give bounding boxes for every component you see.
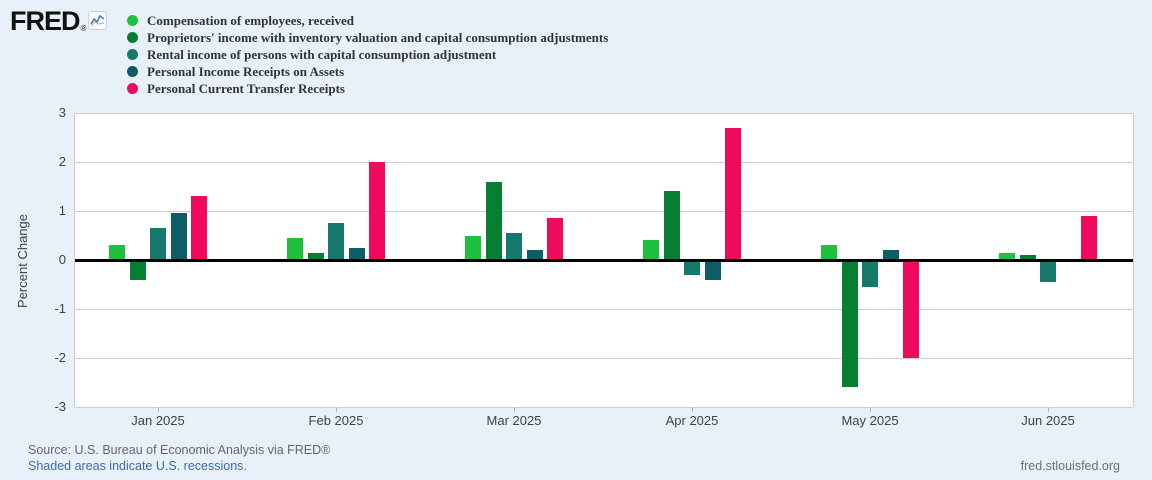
- legend-swatch-icon: [127, 15, 138, 26]
- fred-site-link[interactable]: fred.stlouisfed.org: [1020, 459, 1120, 473]
- legend-label: Rental income of persons with capital co…: [147, 46, 497, 62]
- x-axis-tick: [692, 407, 693, 412]
- y-axis-tick-label: 3: [58, 105, 66, 120]
- x-axis-tick: [870, 407, 871, 412]
- bar-2-may: [841, 260, 858, 388]
- plot-border-right: [1133, 113, 1134, 407]
- bar-4-feb: [348, 247, 365, 260]
- bar-1-may: [821, 245, 837, 260]
- gridline: [75, 161, 1133, 163]
- fred-logo-text: FRED: [10, 6, 80, 36]
- bar-1-apr: [643, 240, 659, 260]
- bar-1-mar: [465, 235, 481, 260]
- x-axis-tick: [514, 407, 515, 412]
- bar-4-apr: [704, 260, 721, 280]
- legend-swatch-icon: [127, 49, 138, 60]
- y-axis-tick-label: -3: [54, 399, 66, 414]
- y-axis-tick-label: -2: [54, 350, 66, 365]
- bar-3-mar: [506, 233, 522, 260]
- legend-item: Rental income of persons with capital co…: [127, 46, 608, 63]
- legend-label: Proprietors' income with inventory valua…: [147, 29, 609, 45]
- legend-label: Compensation of employees, received: [147, 12, 355, 28]
- source-text: Source: U.S. Bureau of Economic Analysis…: [28, 443, 331, 457]
- legend-item: Proprietors' income with inventory valua…: [127, 29, 608, 46]
- x-axis-label: Jan 2025: [131, 413, 185, 428]
- legend-item: Compensation of employees, received: [127, 12, 608, 29]
- x-axis-label: Mar 2025: [486, 413, 542, 428]
- bar-5-feb: [369, 162, 385, 260]
- fred-logo-chart-icon: [88, 11, 108, 30]
- y-axis-title: Percent Change: [14, 214, 30, 308]
- bar-1-jun: [999, 252, 1015, 260]
- bar-5-apr: [725, 127, 741, 260]
- legend-swatch-icon: [127, 66, 138, 77]
- gridline: [75, 112, 1133, 114]
- recession-note-link[interactable]: Shaded areas indicate U.S. recessions.: [28, 459, 247, 473]
- x-axis-label: Jun 2025: [1021, 413, 1075, 428]
- legend-swatch-icon: [127, 32, 138, 43]
- legend-item: Personal Current Transfer Receipts: [127, 80, 608, 97]
- bar-4-mar: [526, 250, 543, 260]
- bar-2-jan: [129, 260, 146, 280]
- bar-3-jun: [1040, 260, 1056, 283]
- bar-5-may: [903, 260, 919, 358]
- gridline: [75, 406, 1133, 408]
- bar-2-apr: [663, 191, 680, 260]
- bar-3-feb: [328, 223, 344, 260]
- bar-1-jan: [109, 245, 125, 260]
- bar-1-feb: [287, 237, 303, 260]
- bar-3-may: [862, 260, 878, 287]
- legend-item: Personal Income Receipts on Assets: [127, 63, 608, 80]
- y-axis-tick-label: 0: [58, 252, 66, 267]
- registered-mark: ®: [80, 24, 87, 33]
- y-axis-tick-label: -1: [54, 301, 66, 316]
- x-axis-label: Apr 2025: [665, 413, 719, 428]
- bar-2-mar: [485, 181, 502, 260]
- legend-label: Personal Income Receipts on Assets: [147, 63, 345, 79]
- plot-border-left: [74, 113, 75, 407]
- bar-5-jan: [191, 196, 207, 260]
- bar-5-mar: [547, 218, 563, 260]
- fred-logo: FRED ®: [10, 6, 108, 36]
- bar-3-jan: [150, 228, 166, 260]
- gridline: [75, 357, 1133, 359]
- x-axis-label: May 2025: [841, 413, 899, 428]
- legend-swatch-icon: [127, 83, 138, 94]
- y-axis-tick-label: 1: [58, 203, 66, 218]
- zero-axis-line: [75, 258, 1133, 262]
- x-axis-label: Feb 2025: [308, 413, 364, 428]
- x-axis-tick: [336, 407, 337, 412]
- bar-4-jan: [170, 213, 187, 260]
- y-axis-tick-label: 2: [58, 154, 66, 169]
- bar-4-may: [882, 250, 899, 260]
- bar-2-feb: [307, 252, 324, 260]
- bar-3-apr: [684, 260, 700, 275]
- bar-2-jun: [1019, 255, 1036, 260]
- x-axis-tick: [1048, 407, 1049, 412]
- x-axis-tick: [158, 407, 159, 412]
- legend: Compensation of employees, received Propr…: [127, 12, 608, 97]
- bar-5-jun: [1081, 215, 1097, 260]
- legend-label: Personal Current Transfer Receipts: [147, 80, 345, 96]
- gridline: [75, 210, 1133, 212]
- gridline: [75, 308, 1133, 310]
